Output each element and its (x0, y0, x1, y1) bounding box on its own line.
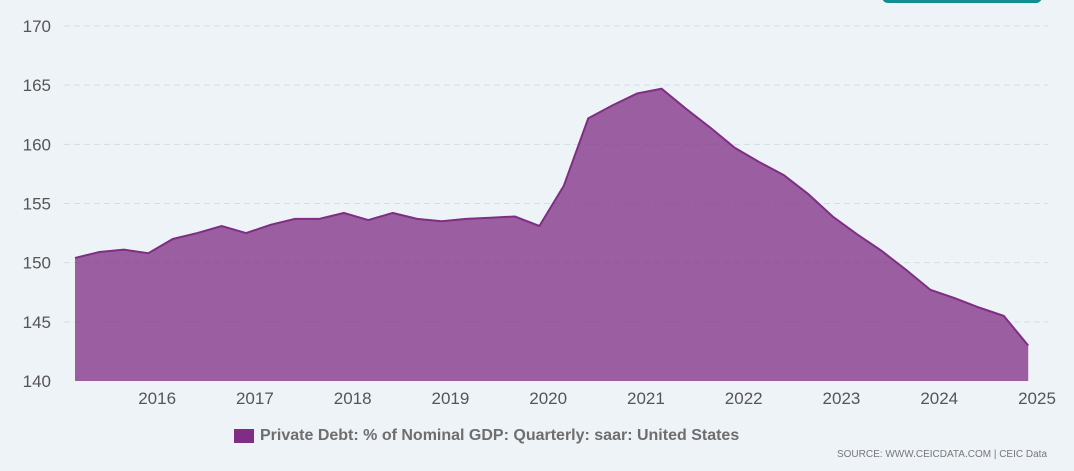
y-tick-label: 155 (23, 195, 51, 214)
legend-swatch (234, 429, 254, 443)
y-tick-label: 165 (23, 76, 51, 95)
x-tick-label: 2024 (920, 389, 958, 408)
source-note: SOURCE: WWW.CEICDATA.COM | CEIC Data (836, 449, 1047, 460)
x-tick-label: 2018 (334, 389, 372, 408)
x-axis: 2016 2017 2018 2019 2020 2021 2022 2023 2024 2025 (138, 389, 1056, 408)
x-tick-label: 2019 (432, 389, 470, 408)
y-tick-label: 160 (23, 135, 51, 154)
top-button[interactable] (882, 0, 1042, 3)
series-area[interactable] (75, 88, 1029, 381)
x-tick-label: 2016 (138, 389, 176, 408)
x-tick-label: 2017 (236, 389, 274, 408)
legend[interactable]: Private Debt: % of Nominal GDP: Quarterl… (234, 427, 739, 445)
y-tick-label: 140 (23, 372, 51, 391)
y-tick-label: 170 (23, 17, 51, 36)
x-tick-label: 2025 (1018, 389, 1056, 408)
series-line[interactable] (74, 87, 1029, 347)
y-axis: 140 145 150 155 160 165 170 (23, 17, 51, 391)
legend-label: Private Debt: % of Nominal GDP: Quarterl… (260, 427, 740, 444)
y-tick-label: 145 (23, 313, 51, 332)
x-tick-label: 2021 (627, 389, 665, 408)
area-layer (74, 87, 1029, 381)
y-tick-label: 150 (23, 254, 51, 273)
x-tick-label: 2023 (823, 389, 861, 408)
x-tick-label: 2022 (725, 389, 763, 408)
x-tick-label: 2020 (529, 389, 567, 408)
